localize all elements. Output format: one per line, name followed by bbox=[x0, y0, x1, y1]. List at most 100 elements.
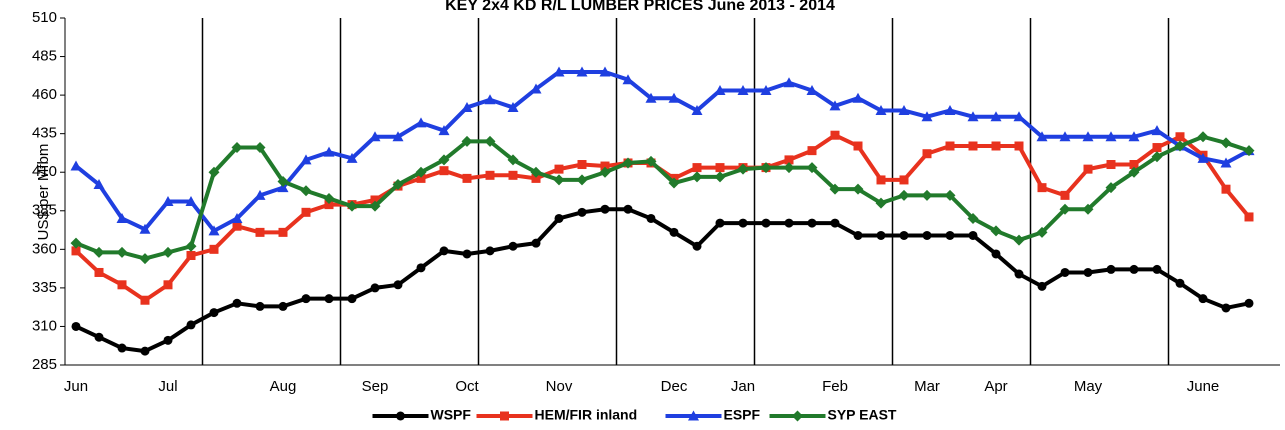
point bbox=[163, 335, 173, 345]
point bbox=[576, 174, 588, 186]
point bbox=[715, 218, 725, 228]
point bbox=[1129, 264, 1139, 274]
point bbox=[139, 223, 151, 234]
point bbox=[1220, 157, 1232, 168]
point bbox=[599, 166, 611, 178]
point bbox=[370, 195, 380, 205]
legend-label: SYP EAST bbox=[828, 407, 897, 423]
point bbox=[1083, 267, 1093, 277]
point bbox=[783, 77, 795, 88]
point bbox=[531, 173, 541, 183]
point bbox=[599, 66, 611, 77]
point bbox=[668, 177, 680, 189]
y-tick-label: 510 bbox=[32, 9, 57, 26]
point bbox=[94, 267, 104, 277]
legend-marker bbox=[500, 411, 509, 421]
point bbox=[116, 212, 128, 223]
point bbox=[668, 92, 680, 103]
series-line bbox=[74, 133, 1251, 303]
y-tick-label: 410 bbox=[32, 163, 57, 180]
point bbox=[967, 111, 979, 122]
point bbox=[875, 197, 887, 209]
point bbox=[507, 154, 519, 166]
series-line bbox=[74, 69, 1250, 233]
point bbox=[531, 238, 541, 248]
point bbox=[922, 230, 932, 240]
point bbox=[508, 170, 518, 180]
point bbox=[876, 175, 886, 185]
point bbox=[70, 237, 82, 249]
x-tick-label: May bbox=[1074, 378, 1103, 395]
point bbox=[163, 280, 173, 290]
point bbox=[600, 204, 610, 214]
point bbox=[1105, 182, 1117, 194]
point bbox=[829, 100, 841, 111]
point bbox=[369, 200, 381, 212]
point bbox=[462, 249, 472, 259]
point bbox=[945, 230, 955, 240]
point bbox=[783, 162, 795, 174]
y-tick-label: 335 bbox=[32, 279, 57, 296]
point bbox=[622, 74, 634, 85]
point bbox=[554, 164, 564, 174]
legend-marker bbox=[792, 410, 803, 422]
point bbox=[508, 241, 518, 251]
point bbox=[898, 189, 910, 201]
point bbox=[301, 294, 311, 304]
point bbox=[71, 246, 81, 256]
point bbox=[876, 230, 886, 240]
point bbox=[530, 83, 542, 94]
point bbox=[416, 173, 426, 183]
point bbox=[760, 84, 772, 95]
point bbox=[991, 249, 1001, 259]
point bbox=[1151, 151, 1163, 163]
point bbox=[140, 295, 150, 305]
point bbox=[301, 207, 311, 217]
chart-title: KEY 2x4 KD R/L LUMBER PRICES June 2013 -… bbox=[445, 0, 835, 14]
point bbox=[484, 94, 496, 105]
point bbox=[507, 101, 519, 112]
point bbox=[1037, 183, 1047, 193]
point bbox=[393, 280, 403, 290]
point bbox=[623, 204, 633, 214]
y-tick-label: 385 bbox=[32, 202, 57, 219]
y-tick-label: 360 bbox=[32, 240, 57, 257]
point bbox=[208, 225, 220, 236]
x-tick-label: Feb bbox=[822, 378, 848, 395]
point bbox=[530, 166, 542, 178]
point bbox=[691, 105, 703, 116]
y-tick-label: 435 bbox=[32, 125, 57, 142]
point bbox=[1037, 281, 1047, 291]
point bbox=[944, 105, 956, 116]
point bbox=[784, 155, 794, 165]
point bbox=[853, 141, 863, 151]
x-tick-label: Jan bbox=[731, 378, 755, 395]
point bbox=[645, 155, 657, 167]
point bbox=[760, 162, 772, 174]
point bbox=[209, 308, 219, 318]
point bbox=[1174, 140, 1186, 152]
point bbox=[1014, 269, 1024, 279]
point bbox=[945, 141, 955, 151]
point bbox=[485, 170, 495, 180]
point bbox=[323, 192, 335, 204]
point bbox=[438, 125, 450, 136]
point bbox=[255, 227, 265, 237]
point bbox=[922, 149, 932, 159]
point bbox=[93, 179, 105, 190]
point bbox=[944, 189, 956, 201]
point bbox=[300, 154, 312, 165]
y-tick-label: 310 bbox=[32, 317, 57, 334]
point bbox=[117, 343, 127, 353]
point bbox=[117, 280, 127, 290]
point bbox=[1013, 234, 1025, 246]
x-tick-label: Jul bbox=[158, 378, 177, 395]
point bbox=[369, 131, 381, 142]
point bbox=[990, 111, 1002, 122]
point bbox=[852, 183, 864, 195]
point bbox=[1151, 125, 1163, 136]
point bbox=[255, 301, 265, 311]
point bbox=[1221, 303, 1231, 313]
point bbox=[93, 246, 105, 258]
